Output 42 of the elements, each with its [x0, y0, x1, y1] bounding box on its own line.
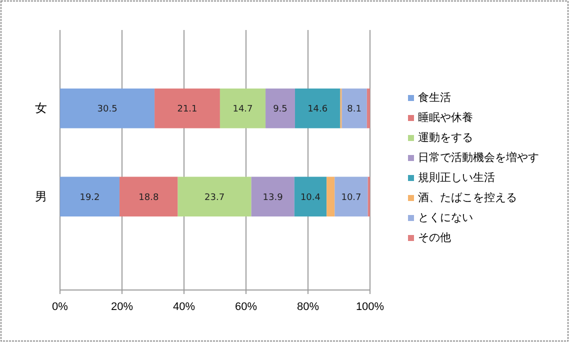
- data-label: 30.5: [97, 104, 118, 115]
- y-tick-label: 男: [35, 189, 47, 204]
- bar: [60, 88, 155, 128]
- bar: [154, 88, 220, 128]
- bar: [366, 88, 370, 128]
- x-tick-label: 20%: [110, 301, 134, 314]
- data-label: 23.7: [204, 192, 225, 203]
- data-label: 9.5: [273, 104, 288, 115]
- legend-label: 規則正しい生活: [418, 171, 495, 184]
- data-label: 8.1: [347, 104, 362, 115]
- legend-label: 酒、たばこを控える: [418, 191, 517, 204]
- data-label: 18.8: [138, 192, 159, 203]
- legend-label: 睡眠や休養: [418, 111, 473, 124]
- data-label: 21.1: [177, 104, 198, 115]
- bar: [120, 176, 178, 216]
- bar: [251, 176, 294, 216]
- legend-label: 食生活: [418, 91, 451, 104]
- data-label: 10.7: [341, 192, 362, 203]
- legend-label: とくにない: [418, 211, 473, 224]
- x-tick-label: 80%: [296, 301, 320, 314]
- bar: [294, 88, 340, 128]
- data-label: 14.7: [232, 104, 253, 115]
- bar: [294, 176, 327, 216]
- bar: [60, 176, 120, 216]
- bar: [220, 88, 266, 128]
- x-tick-label: 100%: [356, 301, 384, 314]
- x-tick-label: 40%: [172, 301, 196, 314]
- bar: [342, 88, 367, 128]
- y-tick-label: 女: [35, 101, 47, 116]
- bar: [266, 88, 295, 128]
- data-label: 13.9: [262, 192, 284, 203]
- data-label: 10.4: [300, 192, 321, 203]
- legend-label: その他: [418, 231, 451, 244]
- x-tick-label: 60%: [234, 301, 258, 314]
- data-label: 19.2: [80, 192, 100, 203]
- x-tick-label: 0%: [52, 301, 68, 314]
- bar: [326, 176, 335, 216]
- legend-label: 運動をする: [418, 131, 473, 144]
- bar: [178, 176, 252, 216]
- legend-label: 日常で活動機会を増やす: [418, 151, 539, 164]
- bar: [334, 176, 368, 216]
- data-label: 14.6: [308, 104, 328, 115]
